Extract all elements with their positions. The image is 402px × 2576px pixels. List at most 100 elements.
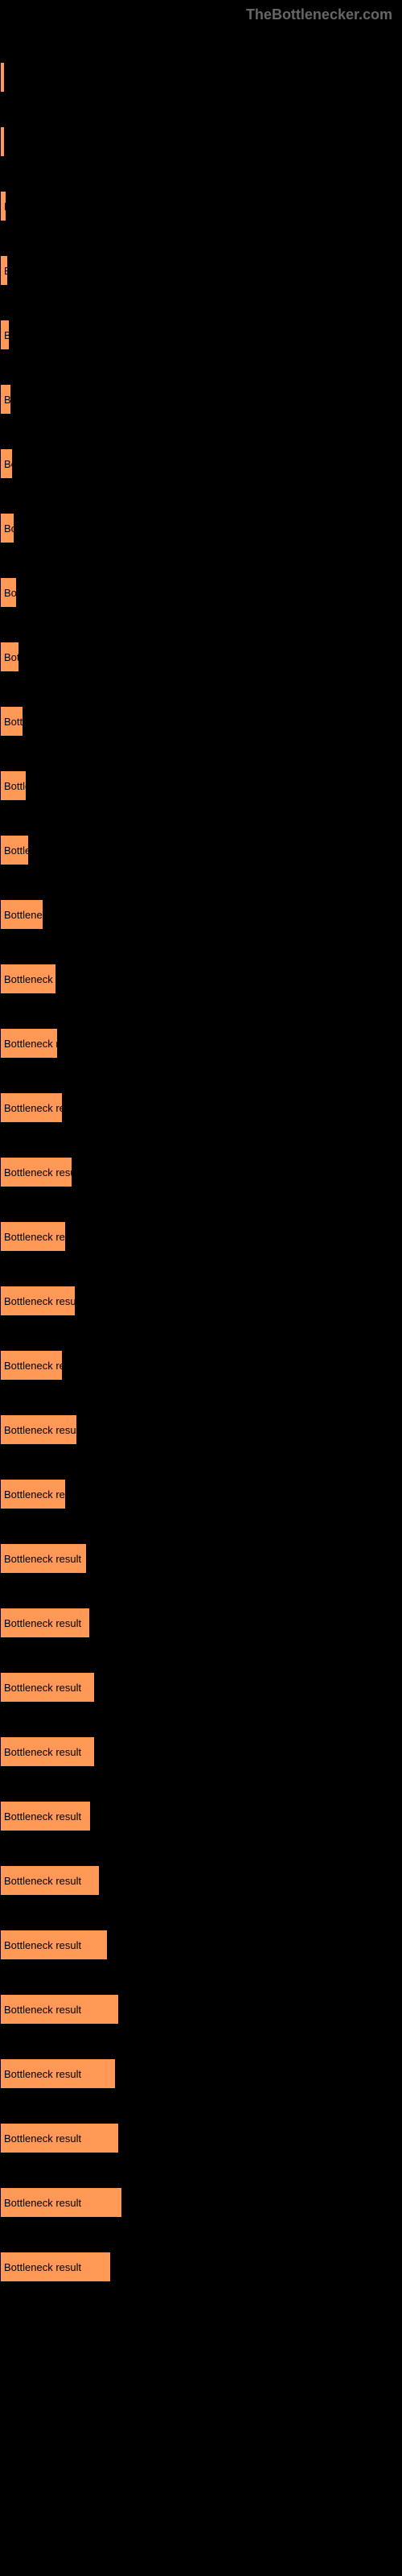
bar-label: Bottleneck result [4,1488,66,1501]
bar: Bottleneck result [0,320,10,350]
bar-label: Bottleneck result [4,2261,81,2273]
bar-row: Bottleneck result [0,1930,402,1960]
bar: Bottleneck result [0,2123,119,2153]
bar-row: Bottleneck result [0,1350,402,1381]
bar-row: Bottleneck result [0,770,402,801]
bar-row: Bottleneck result [0,1608,402,1638]
bar-label: Bottleneck result [4,265,8,277]
bar: Bottleneck result [0,1092,63,1123]
bar-row: Bottleneck result [0,1414,402,1445]
bottleneck-chart: Bottleneck result Bottleneck result Bottle… [0,30,402,2332]
bar-row: Bottleneck result [0,642,402,672]
bar-label: Bottleneck result [4,1360,63,1372]
bar: Bottleneck result [0,1543,87,1574]
bar: Bottleneck result [0,1028,58,1059]
bar: Bottleneck result [0,642,19,672]
bar: Bottleneck result [0,1414,77,1445]
bar: Bottleneck result [0,1157,72,1187]
bar-label: Bottleneck result [4,587,17,599]
bar-label: Bottleneck result [4,1875,81,1887]
bar-row: Bottleneck result [0,1672,402,1703]
bar-label: Bottleneck result [4,394,11,406]
bar: Bottleneck result [0,2252,111,2282]
bar: Bottleneck result [0,964,56,994]
bar-row: Bottleneck result [0,964,402,994]
bar-label: Bottleneck result [4,2197,81,2209]
bar-row: Bottleneck result [0,320,402,350]
bar-row: Bottleneck result [0,1479,402,1509]
bar-label: Bottleneck result [4,1038,58,1050]
bar: Bottleneck result [0,1350,63,1381]
bar-row: Bottleneck result [0,835,402,865]
bar-label: Bottleneck result [4,1617,81,1629]
bar-label: Bottleneck result [4,329,10,341]
bar: Bottleneck result [0,1672,95,1703]
bar: Bottleneck result [0,770,27,801]
bar: Bottleneck result [0,1865,100,1896]
bar-row: Bottleneck result [0,2058,402,2089]
bar-label: Bottleneck result [4,1553,81,1565]
bar: Bottleneck result [0,1286,76,1316]
bar-label: Bottleneck result [4,1682,81,1694]
bar-label: Bottleneck result [4,780,27,792]
bar-label: Bottleneck result [4,2132,81,2145]
bar-row: Bottleneck result [0,1801,402,1831]
bar: Bottleneck result [0,706,23,737]
bar-label: Bottleneck result [4,651,19,663]
bar-label: Bottleneck result [4,1810,81,1823]
bar-label: Bottleneck result [4,458,13,470]
bar: Bottleneck result [0,1930,108,1960]
bar: Bottleneck result [0,1736,95,1767]
bar: Bottleneck result [0,2187,122,2218]
bar-label: Bottleneck result [4,1231,66,1243]
bar: Bottleneck result [0,448,13,479]
bar: Bottleneck result [0,1221,66,1252]
bar-row: Bottleneck result [0,1028,402,1059]
bar-row: Bottleneck result [0,448,402,479]
site-name: TheBottlenecker.com [246,6,392,23]
bar-row: Bottleneck result [0,126,402,157]
bar-label: Bottleneck result [4,72,5,84]
site-header: TheBottlenecker.com [0,0,402,30]
bar: Bottleneck result [0,1608,90,1638]
bar-label: Bottleneck result [4,1295,76,1307]
bar-row: Bottleneck result [0,1092,402,1123]
bar-row: Bottleneck result [0,2123,402,2153]
bar-row: Bottleneck result [0,1994,402,2025]
bar-row: Bottleneck result [0,1157,402,1187]
bar: Bottleneck result [0,899,43,930]
bar-label: Bottleneck result [4,844,29,857]
bar-row: Bottleneck result [0,513,402,543]
bar: Bottleneck result [0,126,5,157]
bar-label: Bottleneck result [4,1166,72,1179]
bar: Bottleneck result [0,191,6,221]
bar-label: Bottleneck result [4,716,23,728]
bar-row: Bottleneck result [0,1221,402,1252]
bar: Bottleneck result [0,2058,116,2089]
bar-label: Bottleneck result [4,200,6,213]
bar: Bottleneck result [0,62,5,93]
bar-row: Bottleneck result [0,1736,402,1767]
bar-label: Bottleneck result [4,2068,81,2080]
bar-row: Bottleneck result [0,577,402,608]
bar-label: Bottleneck result [4,522,14,535]
bar-row: Bottleneck result [0,255,402,286]
bar: Bottleneck result [0,1994,119,2025]
bar: Bottleneck result [0,1479,66,1509]
bar: Bottleneck result [0,1801,91,1831]
bar-row: Bottleneck result [0,191,402,221]
bar-label: Bottleneck result [4,1939,81,1951]
bar-row: Bottleneck result [0,706,402,737]
bar-row: Bottleneck result [0,1286,402,1316]
bar-label: Bottleneck result [4,1746,81,1758]
bar: Bottleneck result [0,577,17,608]
bar-label: Bottleneck result [4,136,5,148]
bar: Bottleneck result [0,513,14,543]
bar-row: Bottleneck result [0,384,402,415]
bar-row: Bottleneck result [0,2187,402,2218]
bar-label: Bottleneck result [4,909,43,921]
bar: Bottleneck result [0,384,11,415]
bar-row: Bottleneck result [0,2252,402,2282]
bar-label: Bottleneck result [4,973,56,985]
bar-row: Bottleneck result [0,62,402,93]
